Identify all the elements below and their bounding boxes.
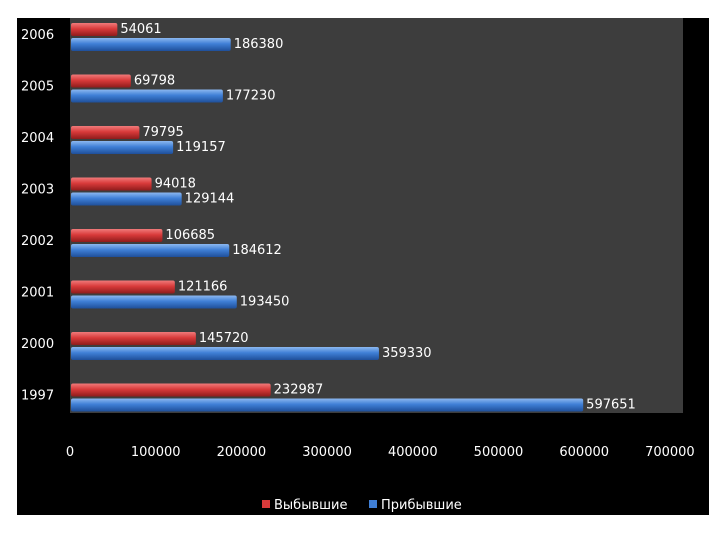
legend-swatch bbox=[369, 500, 377, 508]
y-tick-label: 2004 bbox=[21, 131, 54, 146]
y-tick-label: 2006 bbox=[21, 28, 54, 43]
x-tick-label: 600000 bbox=[559, 445, 609, 460]
legend-label: Прибывшие bbox=[381, 498, 462, 513]
x-tick-label: 500000 bbox=[474, 445, 524, 460]
data-label: 359330 bbox=[382, 346, 432, 361]
legend-swatch bbox=[262, 500, 270, 508]
bar-pribyvshie bbox=[71, 398, 584, 412]
y-tick-label: 2005 bbox=[21, 80, 54, 95]
bar-pribyvshie bbox=[71, 38, 231, 51]
y-tick-label: 2001 bbox=[21, 286, 54, 301]
y-tick-label: 1997 bbox=[21, 389, 54, 404]
bar-pribyvshie bbox=[71, 347, 379, 360]
bar-pribyvshie bbox=[71, 295, 237, 309]
bar-pribyvshie bbox=[71, 141, 174, 154]
bar-pribyvshie bbox=[71, 89, 223, 103]
x-tick-label: 700000 bbox=[645, 445, 695, 460]
x-tick-label: 0 bbox=[66, 445, 74, 460]
x-tick-label: 400000 bbox=[388, 445, 438, 460]
bar-vybyvshie bbox=[71, 383, 271, 397]
data-label: 184612 bbox=[232, 243, 282, 258]
bar-vybyvshie bbox=[71, 229, 163, 242]
data-label: 54061 bbox=[120, 22, 161, 37]
bar-pribyvshie bbox=[71, 244, 230, 257]
data-label: 232987 bbox=[274, 383, 324, 398]
data-label: 145720 bbox=[199, 331, 249, 346]
data-label: 193450 bbox=[240, 295, 290, 310]
bar-vybyvshie bbox=[71, 332, 196, 345]
x-tick-label: 300000 bbox=[302, 445, 352, 460]
data-label: 129144 bbox=[185, 192, 235, 207]
bar-vybyvshie bbox=[71, 23, 118, 36]
data-label: 177230 bbox=[226, 89, 276, 104]
data-label: 597651 bbox=[586, 398, 636, 413]
legend-label: Выбывшие bbox=[274, 498, 347, 513]
data-label: 121166 bbox=[178, 280, 228, 295]
x-tick-label: 100000 bbox=[131, 445, 181, 460]
bar-vybyvshie bbox=[71, 126, 140, 139]
y-tick-label: 2002 bbox=[21, 234, 54, 249]
y-tick-label: 2003 bbox=[21, 183, 54, 198]
bar-vybyvshie bbox=[71, 280, 175, 294]
x-tick-label: 200000 bbox=[217, 445, 267, 460]
data-label: 69798 bbox=[134, 74, 175, 89]
data-label: 94018 bbox=[155, 177, 196, 192]
bar-vybyvshie bbox=[71, 74, 131, 88]
data-label: 79795 bbox=[142, 125, 183, 140]
data-label: 119157 bbox=[176, 140, 226, 155]
data-label: 186380 bbox=[234, 37, 284, 52]
data-label: 106685 bbox=[165, 228, 215, 243]
bar-vybyvshie bbox=[71, 177, 152, 191]
bar-pribyvshie bbox=[71, 192, 182, 206]
y-tick-label: 2000 bbox=[21, 337, 54, 352]
